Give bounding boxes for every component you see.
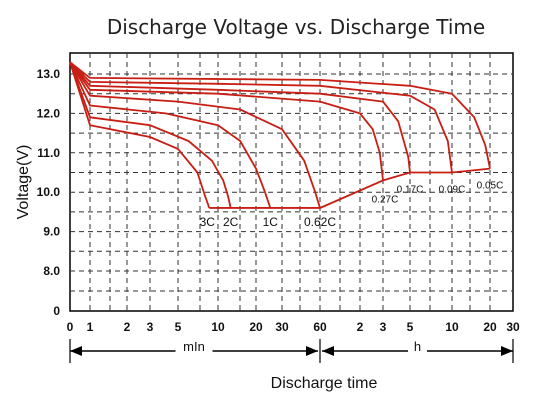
x-tick-label: 20 — [249, 320, 263, 334]
series-label: 3C — [200, 215, 216, 229]
arrowhead-left-icon — [70, 346, 82, 356]
x-tick-label: 0 — [67, 320, 74, 334]
x-tick-label: 30 — [506, 320, 520, 334]
plot-area — [69, 52, 514, 312]
series-label: 0.62C — [304, 215, 336, 229]
y-axis-label: Voltage(V) — [15, 145, 32, 220]
y-tick-label: 9.0 — [43, 225, 60, 239]
y-tick-label: 8.0 — [43, 264, 60, 278]
unit-label: mIn — [183, 339, 205, 354]
y-tick-label: 0 — [53, 304, 60, 318]
y-tick-label: 11.0 — [37, 146, 60, 160]
y-tick-label: 13.0 — [37, 67, 61, 81]
series-label: 2C — [223, 215, 239, 229]
series-line-0.17C — [69, 61, 411, 173]
x-axis-label: Discharge time — [271, 375, 378, 392]
x-tick-labels: 0 1 2 3 5 10 20 30 60 2 3 5 10 20 30 — [67, 320, 520, 334]
series-label: 0.27C — [372, 194, 399, 205]
series-line-3C — [69, 61, 211, 209]
series-line-0.05C — [69, 61, 491, 169]
x-tick-label: 1 — [87, 320, 94, 334]
x-tick-label: 10 — [445, 320, 459, 334]
series-label: 1C — [263, 215, 279, 229]
y-tick-label: 12.0 — [37, 106, 61, 120]
chart-title: Discharge Voltage vs. Discharge Time — [107, 15, 485, 39]
unit-label: h — [414, 339, 421, 354]
x-tick-label: 20 — [483, 320, 497, 334]
series-line-0.62C — [69, 61, 321, 209]
series-label: 0.09C — [439, 185, 466, 196]
x-tick-label: 5 — [175, 320, 182, 334]
unit-label-bg — [408, 341, 427, 355]
series-label: 0.05C — [477, 181, 504, 192]
arrowhead-left-icon — [322, 346, 334, 356]
x-tick-label: 10 — [211, 320, 225, 334]
arrowhead-right-icon — [501, 346, 513, 356]
series-line-0.27C — [69, 61, 384, 181]
series-line-2C — [69, 61, 232, 209]
x-tick-label: 3 — [380, 320, 387, 334]
x-tick-label: 60 — [313, 320, 327, 334]
x-unit-ranges: mIn h — [69, 339, 514, 363]
series-end-line — [319, 167, 491, 209]
y-tick-labels: 0 8.0 9.0 10.0 11.0 12.0 13.0 — [37, 67, 61, 318]
y-tick-label: 10.0 — [37, 185, 61, 199]
x-tick-label: 2 — [124, 320, 131, 334]
unit-label-bg — [175, 341, 213, 355]
series-line-1C — [69, 61, 272, 209]
x-tick-label: 2 — [357, 320, 364, 334]
x-tick-label: 5 — [407, 320, 414, 334]
grid-lines — [70, 53, 513, 311]
series-label: 0.17C — [397, 185, 424, 196]
x-tick-label: 3 — [147, 320, 154, 334]
series-lines — [69, 61, 491, 209]
series-line-0.09C — [69, 61, 453, 173]
arrowhead-right-icon — [306, 346, 318, 356]
x-tick-label: 30 — [275, 320, 289, 334]
